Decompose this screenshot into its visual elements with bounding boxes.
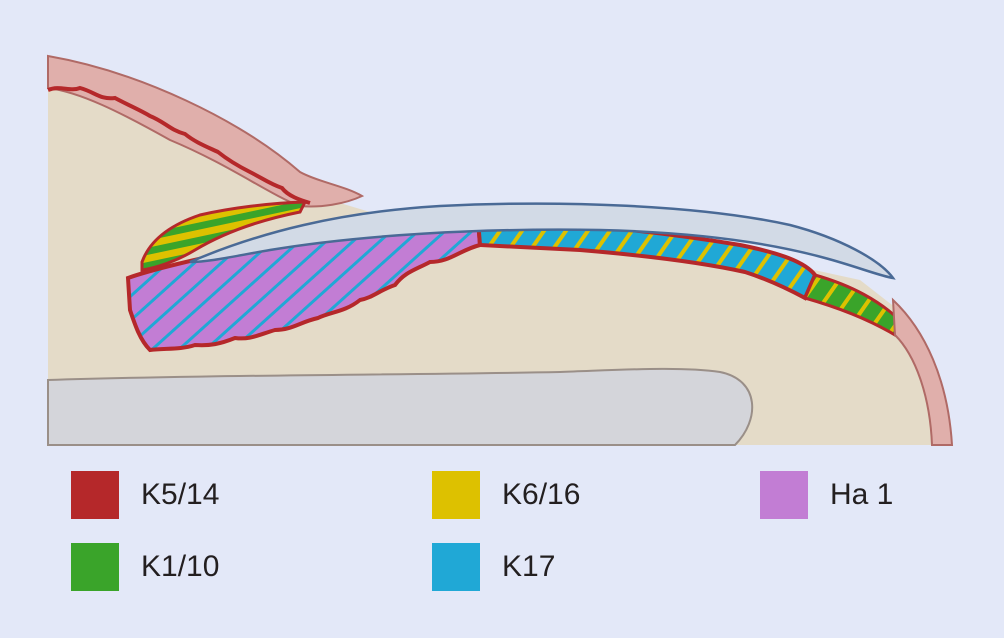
legend-label-k1-10: K1/10 xyxy=(141,550,220,583)
legend-label-k5-14: K5/14 xyxy=(141,478,220,511)
legend-label-k17: K17 xyxy=(502,550,556,583)
fingertip-skin xyxy=(891,297,954,446)
nail-plate xyxy=(189,202,896,280)
legend-label-k6-16: K6/16 xyxy=(502,478,581,511)
skin-outer-layer xyxy=(47,54,365,208)
distal-phalanx-bone xyxy=(47,367,754,446)
legend-item-ha1: Ha 1 xyxy=(760,471,893,519)
yellow-swatch-icon xyxy=(432,471,480,519)
proximal-fold-k1-10-region xyxy=(140,200,308,272)
legend-label-ha1: Ha 1 xyxy=(830,478,894,511)
legend-item-k1-10: K1/10 xyxy=(71,543,219,591)
green-swatch-icon xyxy=(71,543,119,591)
purple-swatch-icon xyxy=(760,471,808,519)
nail-unit-diagram xyxy=(47,54,954,446)
legend-item-k5-14: K5/14 xyxy=(71,471,219,519)
red-swatch-icon xyxy=(71,471,119,519)
legend-item-k6-16: K6/16 xyxy=(432,471,580,519)
legend-item-k17: K17 xyxy=(432,543,555,591)
skin-outer-line xyxy=(47,85,311,205)
blue-swatch-icon xyxy=(432,543,480,591)
